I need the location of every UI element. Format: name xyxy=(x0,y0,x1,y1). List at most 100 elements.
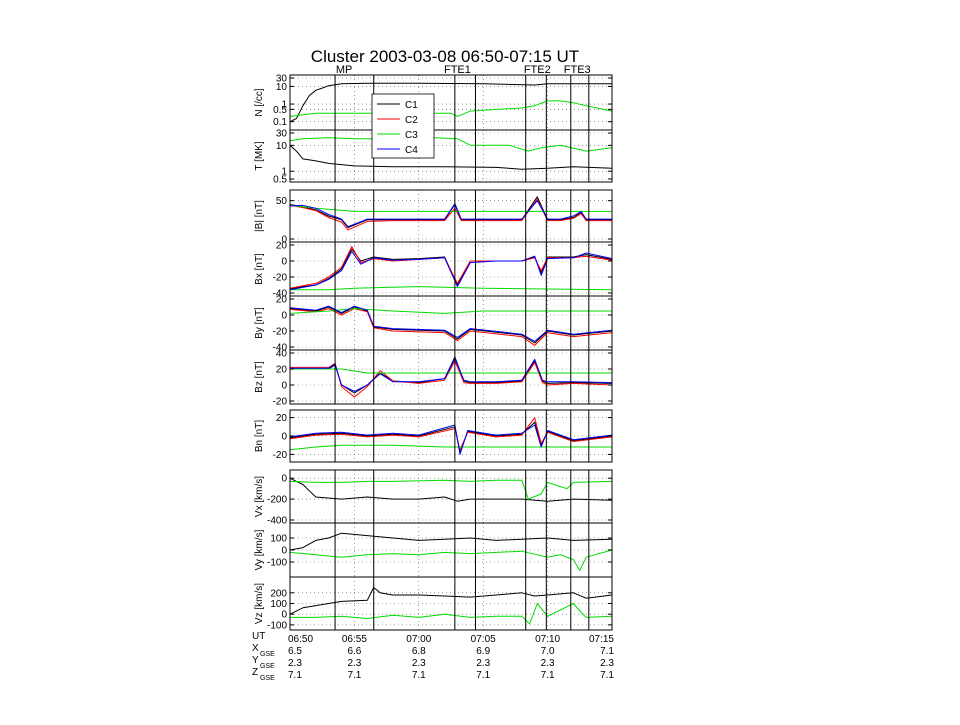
figure-title: Cluster 2003-03-08 06:50-07:15 UT xyxy=(311,47,579,66)
series-By-C3 xyxy=(289,308,612,314)
footer-value: 7.1 xyxy=(600,670,614,681)
series-T-C1 xyxy=(289,144,613,170)
y-axis-label-Vx: Vx [km/s] xyxy=(254,476,265,517)
series-Vz-C1 xyxy=(289,587,613,615)
y-tick-label-By: -20 xyxy=(273,327,288,338)
y-tick-label-T: 0.5 xyxy=(273,175,287,186)
panel-N xyxy=(289,75,613,130)
y-tick-label-Vz: -100 xyxy=(267,620,287,631)
y-tick-label-N: 0.1 xyxy=(273,117,287,128)
footer-row-label-X: X xyxy=(252,643,259,654)
y-tick-label-Vx: -400 xyxy=(267,516,287,527)
y-tick-label-By: 20 xyxy=(276,295,288,306)
panel-frame xyxy=(289,189,613,405)
series-Bx-C3 xyxy=(290,286,613,291)
panel-Bz xyxy=(290,350,613,404)
y-tick-label-Vy: 0 xyxy=(281,546,287,557)
footer-value: 07:00 xyxy=(406,634,431,645)
panel-Vy xyxy=(289,523,613,577)
y-axis-label-Vz: Vz [km/s] xyxy=(254,583,265,624)
y-axis-label-T: T [MK] xyxy=(254,141,265,170)
footer-subscript: GSE xyxy=(260,651,275,658)
y-tick-label-By: -40 xyxy=(273,343,288,354)
y-tick-label-Vz: 0 xyxy=(281,610,287,621)
y-axis-label-Bx: Bx [nT] xyxy=(254,253,265,285)
y-axis-label-Bn: Bn [nT] xyxy=(254,420,265,452)
footer-value: 7.1 xyxy=(288,670,302,681)
y-axis-label-B: |B| [nT] xyxy=(254,200,265,232)
series-Bn-C4 xyxy=(289,424,613,455)
series-Bx-C2 xyxy=(289,246,613,289)
footer-subscript: GSE xyxy=(260,675,275,682)
panel-frame xyxy=(289,409,613,463)
footer-value: 2.3 xyxy=(541,658,555,669)
series-Bz-C3 xyxy=(290,368,612,374)
footer-value: 7.1 xyxy=(600,646,614,657)
y-tick-label-By: 0 xyxy=(281,311,287,322)
footer-value: 7.1 xyxy=(541,670,555,681)
y-tick-label-Bz: 0 xyxy=(281,381,287,392)
legend-label-C1: C1 xyxy=(405,100,418,111)
y-tick-label-Bx: 0 xyxy=(281,257,287,268)
y-tick-label-Bn: -20 xyxy=(273,450,288,461)
y-tick-label-B: 50 xyxy=(276,196,288,207)
panel-T xyxy=(289,130,613,182)
y-tick-label-N: 30 xyxy=(276,74,288,85)
footer-value: 2.3 xyxy=(476,658,490,669)
y-axis-label-By: By [nT] xyxy=(254,307,265,339)
panel-By xyxy=(289,296,613,350)
y-tick-label-Bx: 20 xyxy=(276,241,288,252)
legend-box xyxy=(371,93,435,159)
footer-value: 07:05 xyxy=(471,634,496,645)
event-label-FTE2: FTE2 xyxy=(524,64,551,76)
footer-value: 7.1 xyxy=(476,670,490,681)
y-tick-label-Vy: 100 xyxy=(270,534,287,545)
y-axis-label-Vy: Vy [km/s] xyxy=(254,529,265,570)
y-tick-label-Vz: 100 xyxy=(270,599,287,610)
series-By-C1 xyxy=(289,306,613,344)
footer-value: 6.9 xyxy=(476,646,490,657)
footer-value: 6.5 xyxy=(288,646,302,657)
footer-value: 07:15 xyxy=(589,634,614,645)
series-N-C3 xyxy=(289,100,613,117)
footer-value: 2.3 xyxy=(412,658,426,669)
series-Bx-C4 xyxy=(289,250,613,291)
series-Vx-C3 xyxy=(289,479,613,500)
y-tick-label-Bz: -20 xyxy=(273,397,288,408)
y-tick-label-T: 1 xyxy=(281,167,287,178)
y-tick-label-Bn: 0 xyxy=(281,432,287,443)
y-tick-label-N: 10 xyxy=(276,82,288,93)
footer-value: 6.8 xyxy=(412,646,426,657)
footer-value: 2.3 xyxy=(288,658,302,669)
footer-row-label-UT: UT xyxy=(252,631,265,642)
footer-value: 06:55 xyxy=(342,634,367,645)
y-axis-label-Bz: Bz [nT] xyxy=(254,361,265,393)
event-label-FTE3: FTE3 xyxy=(564,64,591,76)
footer-value: 7.1 xyxy=(347,670,361,681)
event-label-MP: MP xyxy=(336,64,353,76)
footer-value: 6.6 xyxy=(347,646,361,657)
panel-B xyxy=(289,190,612,242)
footer-value: 06:50 xyxy=(288,634,313,645)
footer-value: 2.3 xyxy=(347,658,361,669)
y-tick-label-Bz: 20 xyxy=(276,365,288,376)
event-label-FTE1: FTE1 xyxy=(444,64,471,76)
series-Vx-C1 xyxy=(289,477,613,502)
y-tick-label-Vz: 200 xyxy=(270,588,287,599)
footer-value: 7.0 xyxy=(541,646,555,657)
footer-subscript: GSE xyxy=(260,663,275,670)
series-Bn-C1 xyxy=(289,421,613,454)
series-Bz-C4 xyxy=(290,358,613,392)
footer-value: 7.1 xyxy=(412,670,426,681)
series-Vz-C3 xyxy=(290,603,613,625)
footer-row-label-Z: Z xyxy=(252,667,258,678)
y-tick-label-N: 0.5 xyxy=(273,105,287,116)
footer-value: 2.3 xyxy=(600,658,614,669)
series-By-C2 xyxy=(289,308,613,346)
panel-Vx xyxy=(289,470,613,523)
series-B-C1 xyxy=(289,196,612,228)
y-tick-label-Bn: 20 xyxy=(276,413,288,424)
series-B-C2 xyxy=(289,198,612,231)
